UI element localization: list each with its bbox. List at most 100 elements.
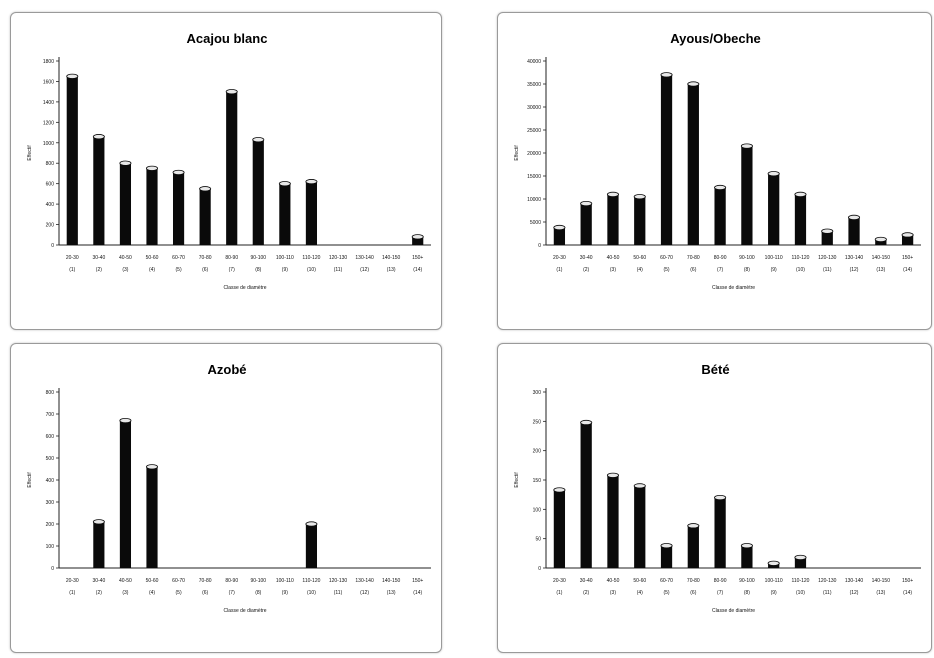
x-tick-label: 20-30 xyxy=(553,255,566,261)
x-tick-label: 50-60 xyxy=(146,255,159,261)
chart-title: Bété xyxy=(701,362,729,377)
x-tick-label: 90-100 xyxy=(739,578,755,584)
x-tick-label: 140-150 xyxy=(382,255,401,261)
x-class-label: (13) xyxy=(876,267,885,273)
x-tick-label: 80-90 xyxy=(714,255,727,261)
bar xyxy=(226,91,238,246)
x-axis-label: Classe de diamètre xyxy=(223,285,266,291)
bar-cap xyxy=(252,137,265,143)
x-tick-label: 130-140 xyxy=(845,578,864,584)
x-tick-label: 40-50 xyxy=(607,255,620,261)
chart-panel-azobe: Azobé 0 100 200 300 400 500 600 700 800 Effectif 20… xyxy=(10,343,442,653)
bar-cap xyxy=(714,495,727,501)
bar-cap xyxy=(66,73,79,79)
bar-cap xyxy=(767,171,780,177)
bar xyxy=(901,234,914,245)
chart-title: Azobé xyxy=(208,362,247,377)
x-class-label: (6) xyxy=(202,267,208,273)
x-class-label: (8) xyxy=(255,590,261,596)
bar xyxy=(741,545,753,568)
bar xyxy=(580,422,592,568)
y-axis-label: Effectif xyxy=(27,145,33,161)
bar-cap xyxy=(580,419,593,426)
x-tick-label: 80-90 xyxy=(225,255,238,261)
x-class-label: (10) xyxy=(796,267,805,273)
x-axis-label: Classe de diamètre xyxy=(223,608,266,614)
y-tick-label: 25000 xyxy=(527,128,541,134)
x-tick-label: 20-30 xyxy=(553,578,566,584)
x-tick-label: 130-140 xyxy=(845,255,864,261)
x-class-label: (12) xyxy=(360,267,369,273)
x-class-label: (13) xyxy=(876,590,885,596)
bar-cap xyxy=(848,214,861,220)
x-class-label: (14) xyxy=(413,590,422,596)
x-class-label: (9) xyxy=(282,267,288,273)
x-tick-label: 70-80 xyxy=(687,578,700,584)
y-tick-label: 200 xyxy=(533,449,542,455)
y-tick-label: 400 xyxy=(46,202,55,208)
bar xyxy=(93,521,105,568)
y-tick-label: 1200 xyxy=(43,120,54,126)
y-tick-label: 200 xyxy=(46,223,55,229)
x-class-label: (14) xyxy=(903,267,912,273)
chart-ayous-obeche: Ayous/Obeche 0 5000 10000 15000 20000 25000 300… xyxy=(514,31,921,291)
x-class-label: (3) xyxy=(610,590,616,596)
bar xyxy=(660,74,673,245)
bar-cap xyxy=(199,186,212,192)
y-tick-label: 40000 xyxy=(527,59,541,65)
x-tick-label: 120-130 xyxy=(818,255,837,261)
x-class-label: (5) xyxy=(663,267,669,273)
bar xyxy=(146,168,158,245)
x-tick-label: 50-60 xyxy=(633,255,646,261)
y-tick-label: 35000 xyxy=(527,82,541,88)
bar xyxy=(199,188,211,245)
bar xyxy=(634,485,646,568)
x-class-label: (8) xyxy=(744,590,750,596)
bar xyxy=(252,139,264,245)
y-axis-label: Effectif xyxy=(514,145,520,161)
y-tick-label: 600 xyxy=(46,182,55,188)
y-tick-label: 20000 xyxy=(527,151,541,157)
x-class-label: (2) xyxy=(583,267,589,273)
x-class-label: (10) xyxy=(796,590,805,596)
y-tick-label: 800 xyxy=(46,390,55,396)
bar xyxy=(279,183,291,245)
x-tick-label: 140-150 xyxy=(382,578,401,584)
x-tick-label: 80-90 xyxy=(225,578,238,584)
x-tick-label: 70-80 xyxy=(687,255,700,261)
bar xyxy=(119,163,132,245)
bar-cap xyxy=(660,543,673,549)
x-tick-label: 50-60 xyxy=(146,578,159,584)
bar-cap xyxy=(278,181,291,187)
x-class-label: (12) xyxy=(850,590,859,596)
x-class-label: (8) xyxy=(255,267,261,273)
bar xyxy=(687,84,699,245)
bar-cap xyxy=(146,464,158,470)
bar xyxy=(412,236,424,245)
x-class-label: (12) xyxy=(850,267,859,273)
x-tick-label: 100-110 xyxy=(765,578,783,584)
y-tick-label: 0 xyxy=(51,243,54,249)
bar-cap xyxy=(580,201,593,207)
x-tick-label: 60-70 xyxy=(660,255,673,261)
x-tick-label: 120-130 xyxy=(329,578,348,584)
y-tick-label: 300 xyxy=(46,500,55,506)
x-class-label: (2) xyxy=(96,267,102,273)
bar-cap xyxy=(119,418,132,424)
bar xyxy=(848,217,860,245)
bar-cap xyxy=(172,169,185,176)
x-tick-label: 120-130 xyxy=(329,255,348,261)
x-tick-label: 60-70 xyxy=(172,578,185,584)
x-tick-label: 30-40 xyxy=(92,578,105,584)
bar-cap xyxy=(687,523,700,529)
y-tick-label: 300 xyxy=(533,390,542,396)
chart-title: Ayous/Obeche xyxy=(670,31,761,46)
bar-cap xyxy=(305,179,318,185)
x-class-label: (14) xyxy=(413,267,422,273)
bar xyxy=(741,146,753,245)
bar xyxy=(687,525,699,568)
bar xyxy=(66,76,78,245)
x-tick-label: 40-50 xyxy=(119,578,132,584)
x-class-label: (14) xyxy=(903,590,912,596)
bar-cap xyxy=(660,72,673,78)
